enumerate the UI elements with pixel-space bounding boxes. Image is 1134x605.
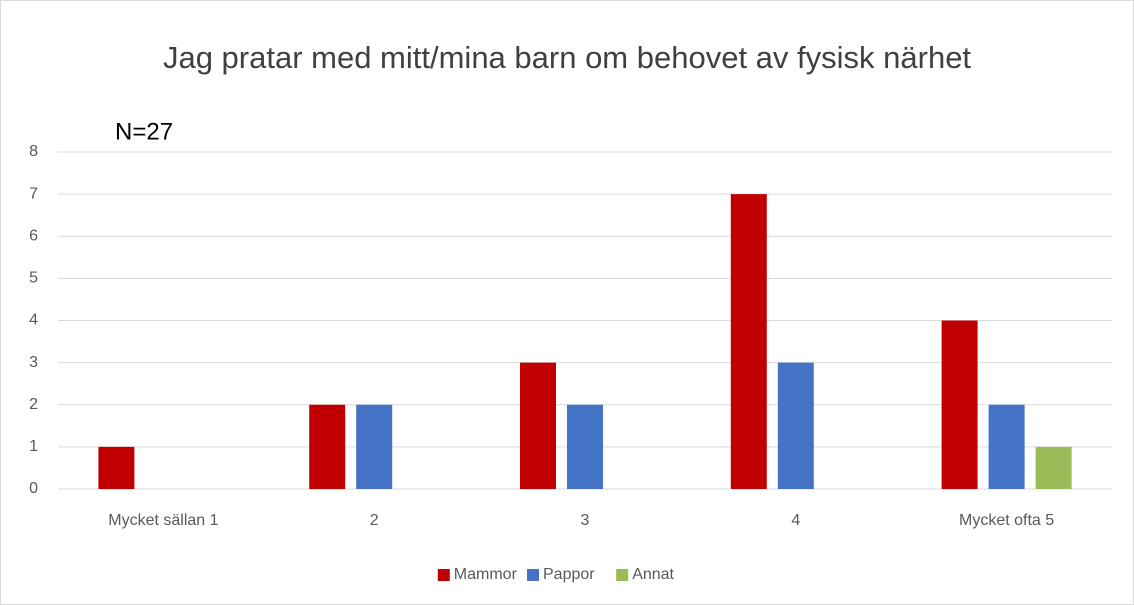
y-tick-label: 3 xyxy=(29,354,38,371)
bar xyxy=(98,446,135,489)
bar xyxy=(730,194,767,489)
y-tick-label: 8 xyxy=(29,143,38,160)
bar xyxy=(309,404,346,489)
legend-label: Annat xyxy=(632,566,674,583)
y-tick-label: 7 xyxy=(29,185,38,202)
x-tick-label: 4 xyxy=(791,512,800,529)
chart-title: Jag pratar med mitt/mina barn om behovet… xyxy=(162,40,972,75)
legend-swatch xyxy=(437,569,450,581)
legend-label: Pappor xyxy=(543,566,595,583)
x-tick-label: Mycket sällan 1 xyxy=(108,512,218,529)
bar xyxy=(520,362,556,489)
bar xyxy=(567,404,603,489)
x-tick-label: 2 xyxy=(370,512,379,529)
bar xyxy=(1035,446,1072,489)
legend-label: Mammor xyxy=(454,566,518,583)
y-tick-label: 4 xyxy=(29,312,38,329)
legend-swatch xyxy=(616,569,629,581)
bar xyxy=(941,320,978,489)
bar xyxy=(988,404,1025,489)
legend-swatch xyxy=(527,569,539,581)
bar xyxy=(356,404,393,489)
y-tick-label: 6 xyxy=(29,227,38,244)
x-tick-label: 3 xyxy=(581,512,590,529)
annotation: N=27 xyxy=(115,118,173,145)
y-tick-label: 0 xyxy=(29,480,38,497)
bar xyxy=(777,362,814,489)
y-tick-label: 5 xyxy=(29,270,38,287)
y-tick-label: 2 xyxy=(29,396,38,413)
x-tick-label: Mycket ofta 5 xyxy=(959,512,1054,529)
y-tick-label: 1 xyxy=(29,438,38,455)
